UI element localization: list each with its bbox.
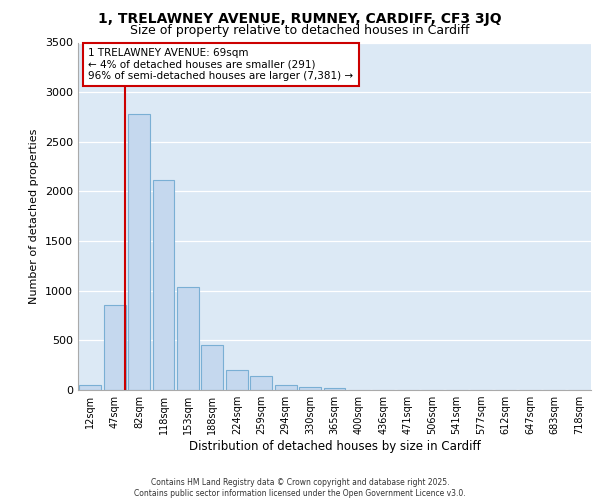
- Y-axis label: Number of detached properties: Number of detached properties: [29, 128, 40, 304]
- Bar: [104, 304, 125, 390]
- X-axis label: Distribution of detached houses by size in Cardiff: Distribution of detached houses by size …: [188, 440, 481, 453]
- Bar: [128, 114, 150, 390]
- Bar: [275, 384, 296, 390]
- Bar: [202, 345, 223, 390]
- Text: 1 TRELAWNEY AVENUE: 69sqm
← 4% of detached houses are smaller (291)
96% of semi-: 1 TRELAWNEY AVENUE: 69sqm ← 4% of detach…: [88, 48, 353, 81]
- Text: Contains HM Land Registry data © Crown copyright and database right 2025.
Contai: Contains HM Land Registry data © Crown c…: [134, 478, 466, 498]
- Bar: [226, 370, 248, 390]
- Bar: [250, 376, 272, 390]
- Bar: [79, 384, 101, 390]
- Text: Size of property relative to detached houses in Cardiff: Size of property relative to detached ho…: [130, 24, 470, 37]
- Bar: [299, 386, 321, 390]
- Text: 1, TRELAWNEY AVENUE, RUMNEY, CARDIFF, CF3 3JQ: 1, TRELAWNEY AVENUE, RUMNEY, CARDIFF, CF…: [98, 12, 502, 26]
- Bar: [152, 180, 175, 390]
- Bar: [177, 286, 199, 390]
- Bar: [323, 388, 346, 390]
